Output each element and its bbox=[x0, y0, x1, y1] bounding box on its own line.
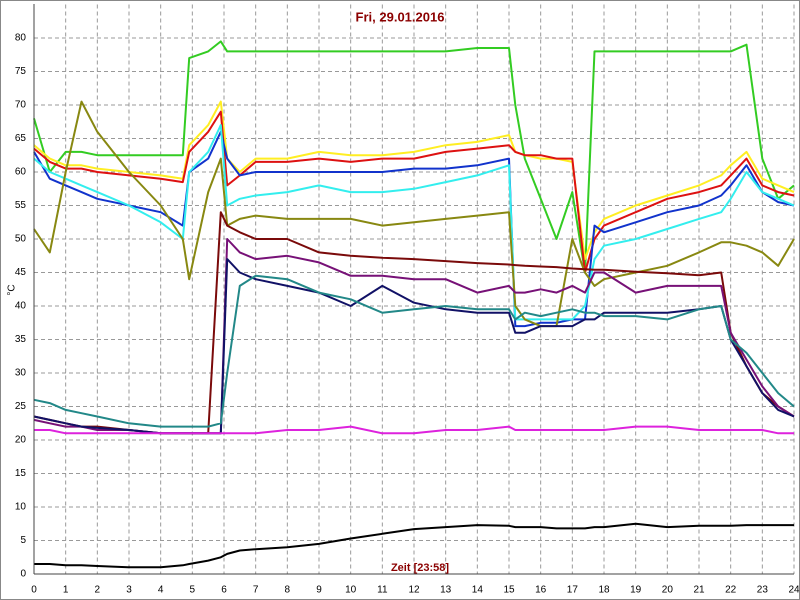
y-tick-label: 35 bbox=[15, 334, 27, 345]
x-tick-label: 20 bbox=[662, 585, 674, 596]
chart-title: Fri, 29.01.2016 bbox=[356, 9, 445, 24]
x-tick-label: 7 bbox=[253, 585, 259, 596]
x-tick-label: 6 bbox=[221, 585, 227, 596]
x-tick-label: 5 bbox=[190, 585, 196, 596]
x-tick-label: 12 bbox=[408, 585, 420, 596]
series-line bbox=[33, 110, 795, 274]
x-tick-label: 14 bbox=[472, 585, 484, 596]
series-line bbox=[33, 100, 795, 261]
x-tick-label: 24 bbox=[788, 585, 800, 596]
x-tick-label: 2 bbox=[95, 585, 101, 596]
x-tick-label: 0 bbox=[31, 585, 37, 596]
x-tick-label: 13 bbox=[440, 585, 452, 596]
x-tick-label: 21 bbox=[693, 585, 705, 596]
x-tick-label: 16 bbox=[535, 585, 547, 596]
y-tick-label: 45 bbox=[15, 267, 27, 278]
series-line bbox=[34, 522, 794, 569]
y-tick-label: 20 bbox=[15, 435, 27, 446]
series-line bbox=[33, 124, 795, 321]
series-line bbox=[33, 100, 795, 328]
y-axis-label: °C bbox=[7, 284, 18, 295]
y-tick-label: 25 bbox=[15, 401, 27, 412]
x-tick-label: 17 bbox=[567, 585, 579, 596]
y-tick-label: 65 bbox=[15, 133, 27, 144]
y-tick-label: 55 bbox=[15, 200, 27, 211]
y-tick-label: 40 bbox=[15, 301, 27, 312]
x-tick-label: 18 bbox=[598, 585, 610, 596]
x-tick-label: 9 bbox=[316, 585, 322, 596]
series-line bbox=[33, 274, 795, 428]
x-tick-label: 15 bbox=[503, 585, 515, 596]
x-tick-label: 8 bbox=[285, 585, 291, 596]
x-axis-label: Zeit [23:58] bbox=[391, 562, 449, 574]
series-line bbox=[33, 40, 795, 274]
series-line bbox=[34, 425, 794, 435]
y-tick-label: 0 bbox=[20, 569, 26, 580]
x-tick-label: 11 bbox=[377, 585, 388, 596]
x-tick-label: 10 bbox=[345, 585, 357, 596]
x-tick-label: 1 bbox=[63, 585, 69, 596]
y-tick-label: 15 bbox=[15, 468, 27, 479]
y-tick-label: 75 bbox=[15, 66, 27, 77]
x-tick-label: 23 bbox=[757, 585, 769, 596]
y-tick-label: 80 bbox=[15, 33, 27, 44]
lines bbox=[33, 40, 795, 569]
x-tick-label: 3 bbox=[126, 585, 132, 596]
x-tick-label: 22 bbox=[725, 585, 737, 596]
y-tick-label: 10 bbox=[15, 502, 27, 513]
y-tick-label: 50 bbox=[15, 234, 27, 245]
x-tick-label: 4 bbox=[158, 585, 164, 596]
x-tick-label: 19 bbox=[630, 585, 642, 596]
y-tick-label: 5 bbox=[20, 535, 26, 546]
y-tick-label: 70 bbox=[15, 100, 27, 111]
y-tick-label: 30 bbox=[15, 368, 27, 379]
y-tick-label: 60 bbox=[15, 167, 27, 178]
